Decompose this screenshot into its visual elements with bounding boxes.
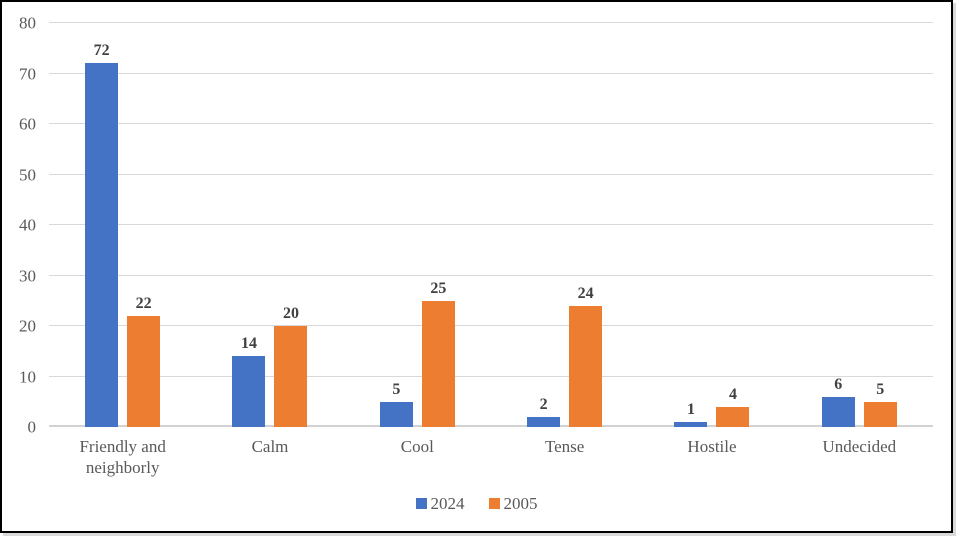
- bar-2024-friendly-and-neighborly: [85, 63, 119, 427]
- gridline-60: [49, 123, 933, 124]
- y-axis-tick-label-10: 10: [19, 367, 36, 386]
- bar-2024-tense: [527, 416, 561, 427]
- category-label-text: Undecided: [822, 437, 897, 456]
- bar-2024-cool: [379, 401, 413, 427]
- bar-col-2005-calm: 20: [274, 23, 308, 427]
- bar-2024-hostile: [674, 421, 708, 427]
- category-label-text: Hostile: [687, 437, 737, 456]
- legend-label-2024: 2024: [430, 494, 465, 513]
- bar-col-2005-undecided: 5: [863, 23, 897, 427]
- bar-2024-calm: [232, 356, 266, 427]
- category-label-text: Friendly and neighborly: [79, 437, 166, 478]
- category-label-tense: Tense: [491, 436, 638, 479]
- category-label-text: Tense: [544, 437, 585, 456]
- bar-2005-tense: [569, 305, 603, 427]
- bar-col-2005-friendly-and-neighborly: 22: [127, 23, 161, 427]
- gridline-20: [49, 325, 933, 326]
- y-axis-tick-label-70: 70: [19, 64, 36, 83]
- bar-col-2005-tense: 24: [569, 23, 603, 427]
- bar-group-friendly-and-neighborly: 72 22: [49, 23, 196, 427]
- bar-value-label-2024-friendly-and-neighborly: 72: [93, 42, 110, 60]
- bar-col-2024-friendly-and-neighborly: 72: [85, 23, 119, 427]
- y-axis-tick-label-60: 60: [19, 114, 36, 134]
- bar-value-label-2005-undecided: 5: [876, 380, 885, 398]
- gridline-80: [49, 22, 933, 23]
- bar-col-2024-calm: 14: [232, 23, 266, 427]
- legend-swatch-icon-2005: [488, 498, 500, 509]
- bar-group-calm: 14 20: [196, 23, 343, 427]
- bar-value-label-2005-hostile: 4: [728, 385, 737, 403]
- bar-2005-cool: [421, 300, 455, 427]
- bar-value-label-2005-calm: 20: [282, 305, 299, 322]
- category-label-friendly-and-neighborly: Friendly and neighborly: [49, 436, 196, 479]
- y-axis-tick-label-80: 80: [19, 13, 36, 33]
- bar-col-2024-undecided: 6: [821, 23, 855, 427]
- legend-swatch-icon-2024: [415, 498, 427, 509]
- category-label-undecided: Undecided: [786, 436, 933, 479]
- x-axis-category-labels: Friendly and neighborly Calm Cool Tense Host…: [49, 436, 933, 479]
- bar-value-label-2024-tense: 2: [539, 395, 548, 413]
- legend-item-2005: 2005: [488, 494, 538, 513]
- category-label-calm: Calm: [196, 436, 343, 479]
- bar-2005-friendly-and-neighborly: [127, 315, 161, 427]
- gridline-30: [49, 274, 933, 276]
- bar-value-label-2005-tense: 24: [577, 284, 594, 302]
- bar-group-cool: 5 25: [344, 23, 491, 427]
- category-label-text: Cool: [400, 437, 434, 456]
- bar-value-label-2005-friendly-and-neighborly: 22: [135, 294, 152, 312]
- plot-area: 72 22 14 20 5 25 2 24 1 4 6 5: [49, 22, 933, 427]
- y-axis: 0 10 20 30 40 50 60 70 80: [2, 15, 40, 436]
- bar-2024-undecided: [821, 396, 855, 427]
- category-label-text: Calm: [251, 437, 289, 456]
- bar-value-label-2024-calm: 14: [240, 335, 257, 353]
- gridline-70: [49, 72, 933, 74]
- y-axis-tick-label-0: 0: [27, 417, 37, 437]
- x-axis-line: [49, 425, 933, 427]
- bar-2005-undecided: [863, 401, 897, 427]
- bar-2005-calm: [274, 326, 308, 427]
- bar-col-2005-hostile: 4: [716, 23, 750, 427]
- bar-value-label-2024-undecided: 6: [834, 375, 843, 393]
- bar-col-2024-hostile: 1: [674, 23, 708, 427]
- y-axis-tick-label-50: 50: [19, 165, 36, 184]
- gridline-10: [49, 375, 933, 377]
- y-axis-tick-label-20: 20: [19, 316, 36, 336]
- category-label-cool: Cool: [344, 436, 491, 479]
- bar-group-tense: 2 24: [491, 23, 638, 427]
- legend-label-2005: 2005: [503, 494, 538, 513]
- y-axis-tick-label-30: 30: [19, 266, 36, 285]
- bar-value-label-2024-cool: 5: [392, 380, 401, 398]
- category-label-hostile: Hostile: [638, 436, 785, 479]
- y-axis-tick-label-40: 40: [19, 215, 36, 235]
- bar-value-label-2005-cool: 25: [430, 279, 447, 297]
- gridline-40: [49, 224, 933, 225]
- bar-2005-hostile: [716, 406, 750, 427]
- gridline-50: [49, 173, 933, 175]
- bar-col-2024-cool: 5: [379, 23, 413, 427]
- bar-col-2005-cool: 25: [421, 23, 455, 427]
- bar-col-2024-tense: 2: [527, 23, 561, 427]
- legend-item-2024: 2024: [415, 494, 465, 513]
- legend: 2024 2005: [2, 495, 951, 512]
- bars-layer: 72 22 14 20 5 25 2 24 1 4 6 5: [49, 23, 933, 427]
- bar-value-label-2024-hostile: 1: [686, 400, 695, 418]
